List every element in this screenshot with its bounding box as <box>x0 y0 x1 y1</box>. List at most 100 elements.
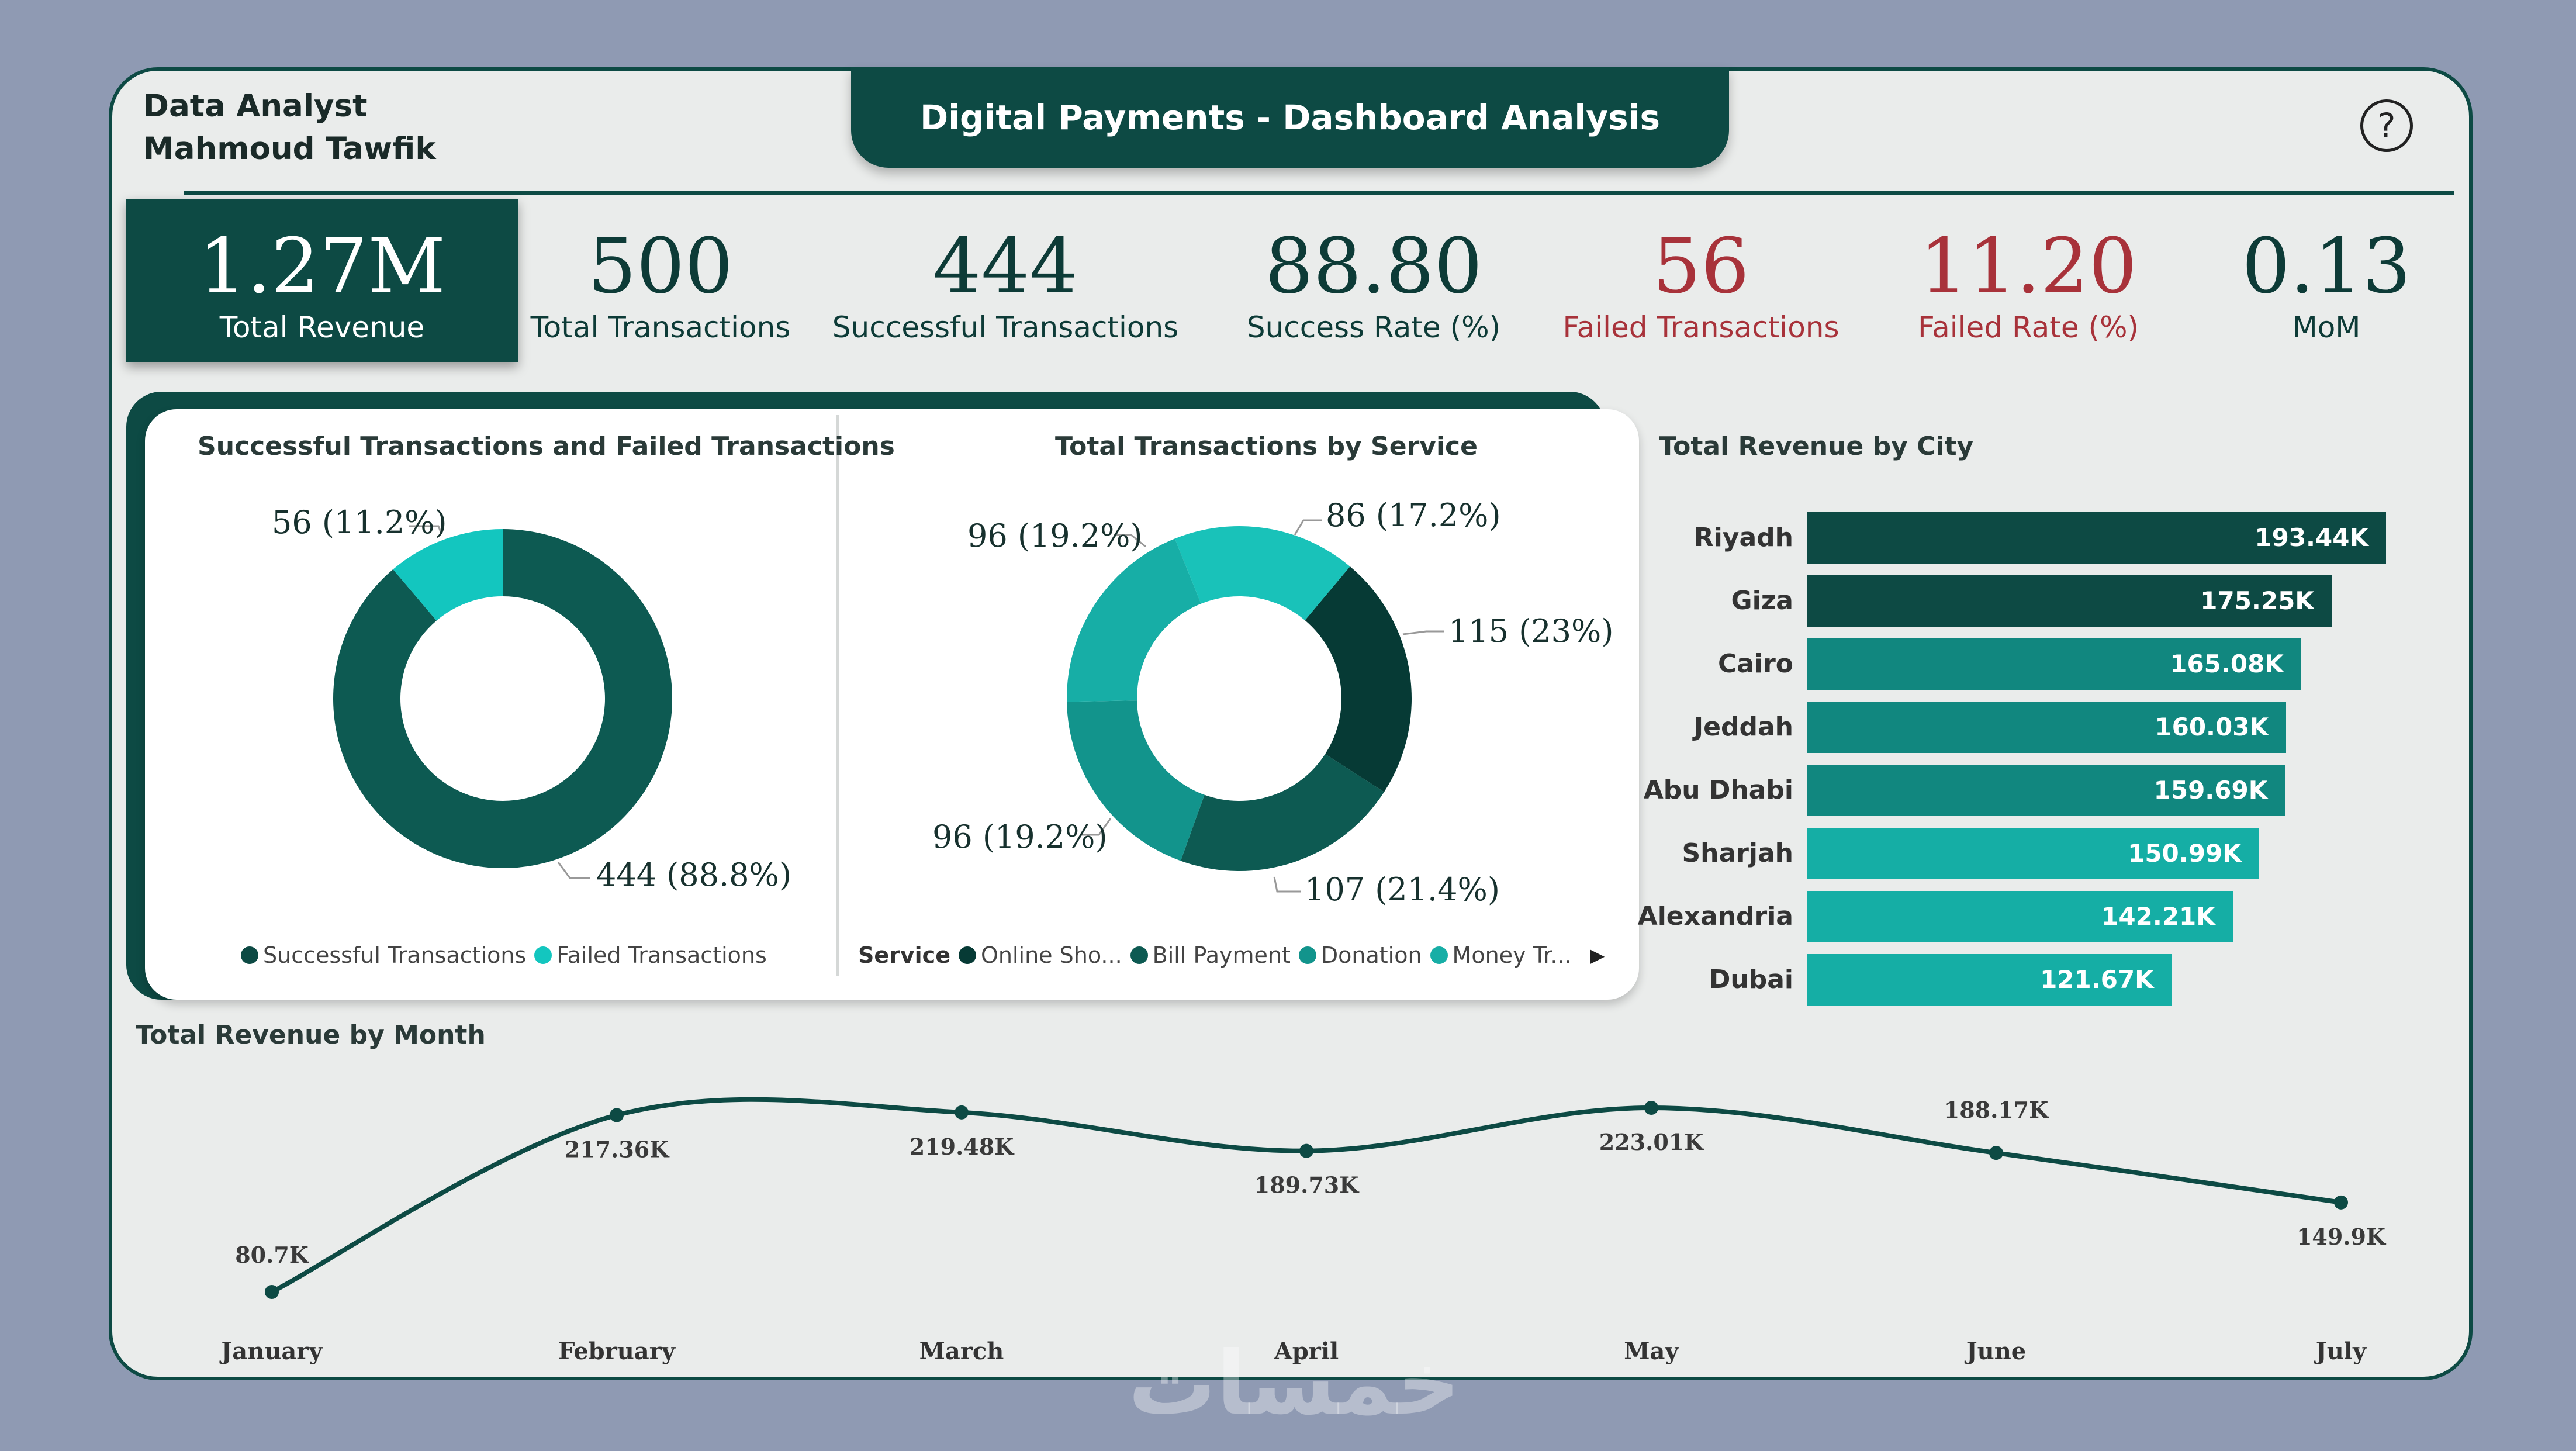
x-tick-label: April <box>1274 1338 1339 1365</box>
legend-item[interactable]: Failed Transactions <box>534 942 767 968</box>
bar-category-label: Abu Dhabi <box>1643 775 1793 805</box>
help-icon[interactable]: ? <box>2360 99 2413 152</box>
bar[interactable]: 165.08K <box>1807 638 2301 690</box>
bar-category-label: Riyadh <box>1693 523 1793 552</box>
bar-value-label: 175.25K <box>2200 586 2314 615</box>
bar-value-label: 121.67K <box>2040 965 2154 994</box>
bar[interactable]: 159.69K <box>1807 765 2285 816</box>
legend-item[interactable]: Bill Payment <box>1130 942 1291 968</box>
kpi-value: 88.80 <box>1264 222 1483 310</box>
x-tick-label: May <box>1624 1338 1679 1365</box>
bar[interactable]: 121.67K <box>1807 954 2172 1006</box>
bar-value-label: 193.44K <box>2255 523 2368 552</box>
chart-title-month: Total Revenue by Month <box>136 1020 486 1050</box>
x-tick-label: July <box>2314 1338 2367 1365</box>
bar-category-label: Dubai <box>1709 965 1793 994</box>
bar-category-label: Giza <box>1731 586 1794 616</box>
leader-line <box>1081 818 1112 836</box>
legend-dot <box>1430 946 1448 964</box>
bar-value-label: 142.21K <box>2101 902 2215 931</box>
kpi-label: Failed Rate (%) <box>1917 310 2139 344</box>
kpi-label: Successful Transactions <box>832 310 1179 344</box>
data-label: 219.48K <box>910 1134 1015 1160</box>
legend-success-failed: Successful Transactions Failed Transacti… <box>241 942 767 968</box>
line-point[interactable] <box>1299 1143 1313 1158</box>
bar[interactable]: 175.25K <box>1807 575 2332 627</box>
bar-value-label: 160.03K <box>2155 713 2269 741</box>
x-tick-label: February <box>558 1338 676 1365</box>
legend-title: Service <box>858 942 950 968</box>
kpi-value: 500 <box>587 222 734 310</box>
legend-label: Bill Payment <box>1152 942 1291 968</box>
bar[interactable]: 150.99K <box>1807 828 2259 879</box>
legend-item[interactable]: Money Tr... <box>1430 942 1572 968</box>
kpi-value: 11.20 <box>1919 222 2138 310</box>
data-label: 56 (11.2%) <box>272 504 447 541</box>
bar-value-label: 165.08K <box>2170 650 2284 678</box>
data-label: 189.73K <box>1254 1172 1360 1198</box>
bar[interactable]: 193.44K <box>1807 512 2386 564</box>
kpi-value: 1.27M <box>198 222 446 310</box>
leader-line <box>557 862 590 879</box>
legend-dot <box>1298 946 1316 964</box>
kpi-label: Total Revenue <box>219 310 425 344</box>
kpi-successful-transactions[interactable]: 444 Successful Transactions <box>830 199 1181 362</box>
line-point[interactable] <box>2334 1195 2348 1210</box>
data-label: 80.7K <box>235 1242 310 1268</box>
leader-line <box>1273 876 1301 893</box>
header-divider <box>184 191 2454 195</box>
bar[interactable]: 160.03K <box>1807 702 2286 753</box>
leader-line <box>1402 630 1444 635</box>
line-point[interactable] <box>955 1105 969 1120</box>
legend-next-arrow-icon[interactable]: ▶ <box>1590 944 1605 966</box>
x-tick-label: June <box>1965 1338 2027 1365</box>
legend-label: Donation <box>1320 942 1422 968</box>
line-point[interactable] <box>610 1108 624 1122</box>
online-slice[interactable] <box>1305 566 1412 792</box>
legend-dot <box>534 946 552 964</box>
kpi-failed-transactions[interactable]: 56 Failed Transactions <box>1555 199 1847 362</box>
legend-item[interactable]: Donation <box>1298 942 1422 968</box>
kpi-failed-rate[interactable]: 11.20 Failed Rate (%) <box>1894 199 2163 362</box>
donut-service[interactable]: 115 (23%) 107 (21.4%) 96 (19.2%) 96 (19.2%)… <box>932 497 1613 908</box>
leader-line <box>1294 519 1322 536</box>
legend-label: Failed Transactions <box>556 942 767 968</box>
bar-category-label: Sharjah <box>1682 838 1793 868</box>
legend-item[interactable]: Successful Transactions <box>241 942 526 968</box>
line-point[interactable] <box>1644 1101 1658 1115</box>
line-chart-revenue-month[interactable]: 80.7K January 217.36K February 219.48K March 1… <box>219 1097 2387 1365</box>
data-label: 96 (19.2%) <box>932 818 1108 855</box>
chart-title-success-failed: Successful Transactions and Failed Trans… <box>198 431 895 461</box>
successful-slice[interactable] <box>333 529 672 868</box>
kpi-label: MoM <box>2292 310 2361 344</box>
donut-success-failed[interactable]: 444 (88.8%) 56 (11.2%) <box>272 504 791 893</box>
legend-item[interactable]: Online Sho... <box>958 942 1122 968</box>
bar-value-label: 159.69K <box>2153 776 2268 804</box>
bar-category-label: Cairo <box>1718 649 1793 679</box>
line-point[interactable] <box>1989 1146 2003 1160</box>
failed-slice[interactable] <box>393 529 503 621</box>
other-slice[interactable] <box>1174 526 1350 620</box>
line-point[interactable] <box>265 1285 279 1299</box>
author-block: Data Analyst Mahmoud Tawfik <box>143 85 436 170</box>
kpi-label: Failed Transactions <box>1562 310 1839 344</box>
kpi-value: 0.13 <box>2242 222 2411 310</box>
author-name: Mahmoud Tawfik <box>143 131 436 167</box>
bill-slice[interactable] <box>1180 754 1384 871</box>
bar[interactable]: 142.21K <box>1807 891 2233 942</box>
kpi-total-revenue[interactable]: 1.27M Total Revenue <box>126 199 518 362</box>
kpi-total-transactions[interactable]: 500 Total Transactions <box>526 199 795 362</box>
legend-dot <box>241 946 258 964</box>
kpi-success-rate[interactable]: 88.80 Success Rate (%) <box>1228 199 1520 362</box>
leader-line <box>409 525 442 534</box>
title-tab: Digital Payments - Dashboard Analysis <box>851 67 1729 168</box>
legend-label: Money Tr... <box>1452 942 1572 968</box>
money-slice[interactable] <box>1067 538 1201 702</box>
panel-divider <box>836 415 839 976</box>
kpi-mom[interactable]: 0.13 MoM <box>2233 199 2420 362</box>
kpi-value: 56 <box>1652 222 1749 310</box>
bar-category-label: Alexandria <box>1637 901 1793 931</box>
bar-value-label: 150.99K <box>2128 839 2242 868</box>
donation-slice[interactable] <box>1067 700 1205 861</box>
